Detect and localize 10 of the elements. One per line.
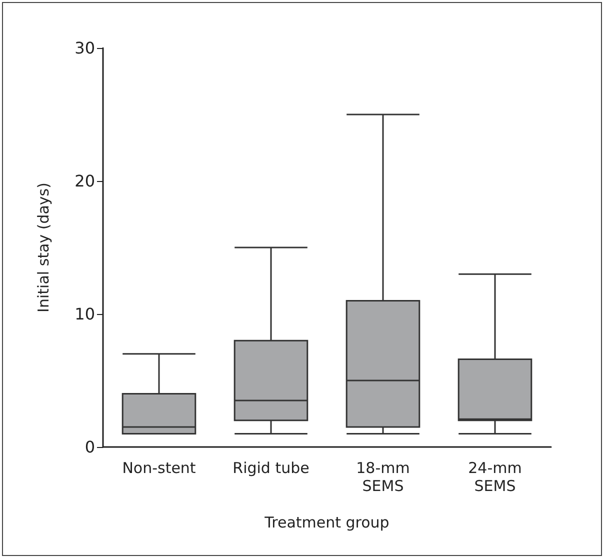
x-tick-label: 18-mm SEMS <box>356 459 410 495</box>
x-tick-label: 24-mm SEMS <box>468 459 522 495</box>
y-tick-label: 10 <box>74 304 95 324</box>
x-tick-label: Rigid tube <box>232 459 310 477</box>
x-tick-label: Non-stent <box>122 459 196 477</box>
y-axis-title: Initial stay (days) <box>34 182 52 312</box>
y-tick-label: 0 <box>84 438 95 456</box>
y-tick-label: 20 <box>74 172 95 190</box>
x-axis-title: Treatment group <box>264 514 390 532</box>
y-tick-label: 30 <box>74 38 95 58</box>
